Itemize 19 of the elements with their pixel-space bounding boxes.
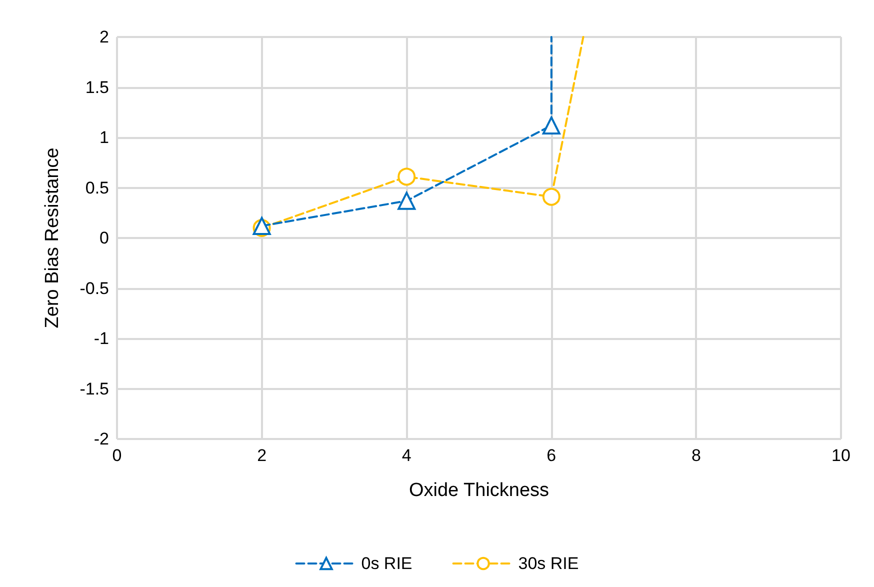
y-tick-label: 0 <box>100 228 109 248</box>
x-tick-label: 0 <box>112 446 122 465</box>
x-tick-label: 8 <box>691 446 701 465</box>
y-tick-label: 2 <box>100 28 109 46</box>
y-tick-label: 1 <box>100 128 109 147</box>
y-tick-label: -1 <box>94 329 109 348</box>
y-tick-label: -2 <box>94 430 109 448</box>
y-tick-label: -1.5 <box>80 379 109 398</box>
x-axis-title: Oxide Thickness <box>408 480 550 501</box>
y-axis-title: Zero Bias Resistance <box>42 148 63 328</box>
x-tick-label: 2 <box>257 446 267 465</box>
y-tick-label: 1.5 <box>85 78 109 97</box>
x-tick-label: 4 <box>402 446 412 465</box>
x-tick-label: 10 <box>832 446 850 465</box>
y-tick-label: -0.5 <box>80 278 109 298</box>
x-tick-label: 6 <box>546 446 556 465</box>
legend-label: 30s RIE <box>518 554 579 573</box>
legend-label: 0s RIE <box>361 554 412 573</box>
y-tick-label: 0.5 <box>85 178 109 198</box>
